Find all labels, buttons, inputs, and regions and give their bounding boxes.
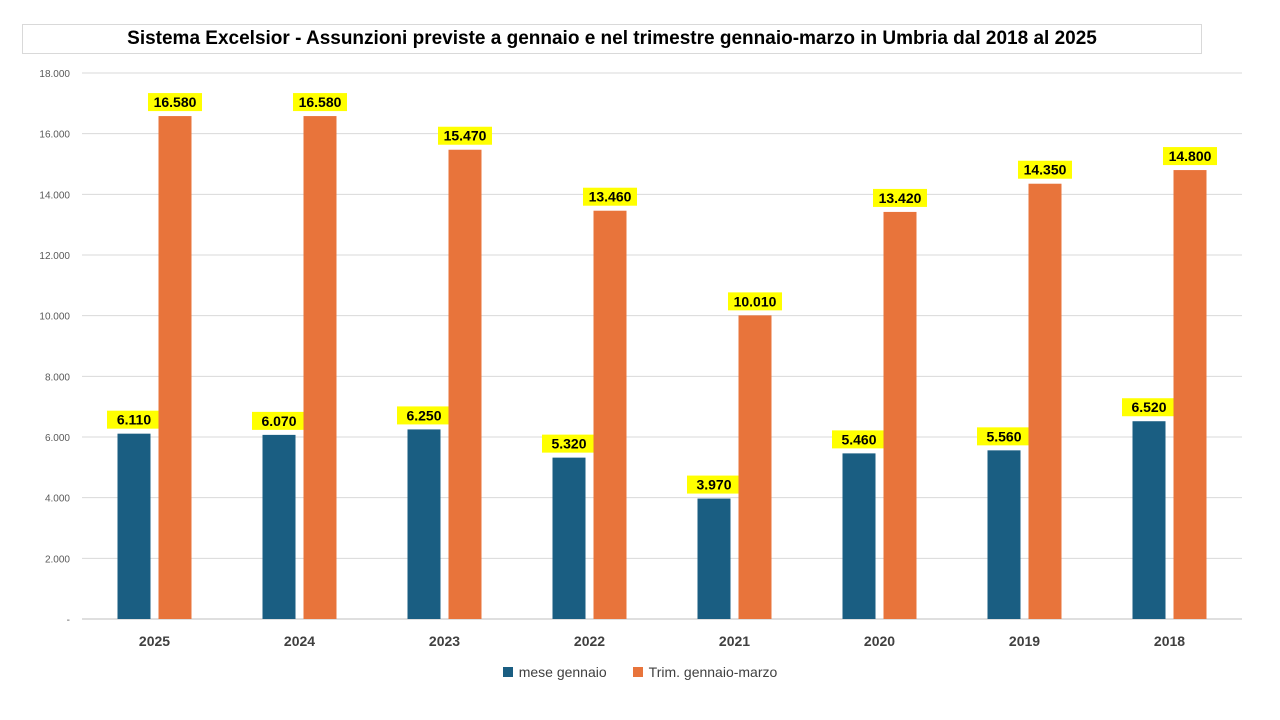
data-label-highlight: [1163, 147, 1217, 166]
y-tick-label: 4.000: [45, 494, 70, 505]
x-category-label: 2021: [719, 633, 750, 649]
data-label-highlight: [583, 187, 637, 206]
legend-swatch-series-2: [632, 667, 643, 677]
legend-item-series-1: mese gennaio: [502, 664, 607, 680]
data-label: 5.560: [986, 428, 1021, 444]
legend-item-series-2: Trim. gennaio-marzo: [632, 664, 778, 680]
y-tick-label: 2.000: [45, 554, 70, 565]
x-category-label: 2019: [1009, 633, 1040, 649]
data-label: 13.460: [589, 189, 632, 205]
bar-gennaio-2024: [262, 434, 296, 619]
y-tick-label: 18.000: [39, 69, 70, 80]
bar-gennaio-2021: [697, 498, 731, 619]
x-category-label: 2020: [864, 633, 895, 649]
legend-swatch-series-1: [502, 667, 513, 677]
data-label-highlight: [252, 411, 306, 430]
y-tick-label: 16.000: [39, 130, 70, 141]
x-category-label: 2018: [1154, 633, 1185, 649]
data-label-highlight: [107, 410, 161, 429]
y-tick-label: 12.000: [39, 251, 70, 262]
data-label-highlight: [542, 434, 596, 453]
y-tick-label: 14.000: [39, 190, 70, 201]
bar-trimestre-2019: [1028, 183, 1062, 619]
y-tick-label: 8.000: [45, 372, 70, 383]
data-label: 16.580: [299, 94, 342, 110]
data-label: 16.580: [154, 94, 197, 110]
y-tick-label: 6.000: [45, 433, 70, 444]
data-label-highlight: [1122, 398, 1176, 417]
data-label: 6.070: [261, 413, 296, 429]
chart-title-box: Sistema Excelsior - Assunzioni previste …: [22, 24, 1202, 54]
data-label-highlight: [832, 430, 886, 449]
bar-gennaio-2022: [552, 457, 586, 619]
bar-gennaio-2019: [987, 450, 1021, 619]
bar-trimestre-2021: [738, 315, 772, 619]
data-label-highlight: [728, 292, 782, 311]
x-category-label: 2024: [284, 633, 315, 649]
data-label: 14.350: [1024, 162, 1067, 178]
data-label-highlight: [977, 427, 1031, 446]
bar-gennaio-2018: [1132, 421, 1166, 619]
data-label-highlight: [397, 406, 451, 425]
y-tick-label: -: [67, 615, 70, 626]
data-label: 6.250: [406, 407, 441, 423]
data-label: 5.460: [841, 431, 876, 447]
legend: mese gennaio Trim. gennaio-marzo: [0, 664, 1280, 680]
data-label-highlight: [293, 93, 347, 112]
data-label: 10.010: [734, 293, 777, 309]
bar-trimestre-2022: [593, 210, 627, 620]
bar-gennaio-2025: [117, 433, 151, 619]
data-label: 13.420: [879, 190, 922, 206]
data-label: 3.970: [696, 477, 731, 493]
x-category-label: 2022: [574, 633, 605, 649]
data-label-highlight: [148, 93, 202, 112]
bar-gennaio-2020: [842, 453, 876, 619]
bar-gennaio-2023: [407, 429, 441, 619]
data-label-highlight: [873, 188, 927, 207]
data-label-highlight: [438, 126, 492, 145]
data-label-highlight: [1018, 160, 1072, 179]
data-label: 15.470: [444, 128, 487, 144]
bar-trimestre-2018: [1173, 170, 1207, 620]
bar-trimestre-2020: [883, 211, 917, 619]
data-label-highlight: [687, 475, 741, 494]
legend-label-series-2: Trim. gennaio-marzo: [648, 664, 778, 680]
x-category-label: 2025: [139, 633, 170, 649]
data-label: 5.320: [551, 436, 586, 452]
legend-label-series-1: mese gennaio: [518, 664, 607, 680]
bar-trimestre-2023: [448, 149, 482, 619]
data-label: 14.800: [1169, 148, 1212, 164]
bar-trimestre-2024: [303, 116, 337, 619]
bar-trimestre-2025: [158, 116, 192, 619]
x-category-label: 2023: [429, 633, 460, 649]
data-label: 6.520: [1131, 399, 1166, 415]
chart-title: Sistema Excelsior - Assunzioni previste …: [127, 28, 1097, 49]
y-tick-label: 10.000: [39, 312, 70, 323]
data-label: 6.110: [117, 412, 151, 428]
